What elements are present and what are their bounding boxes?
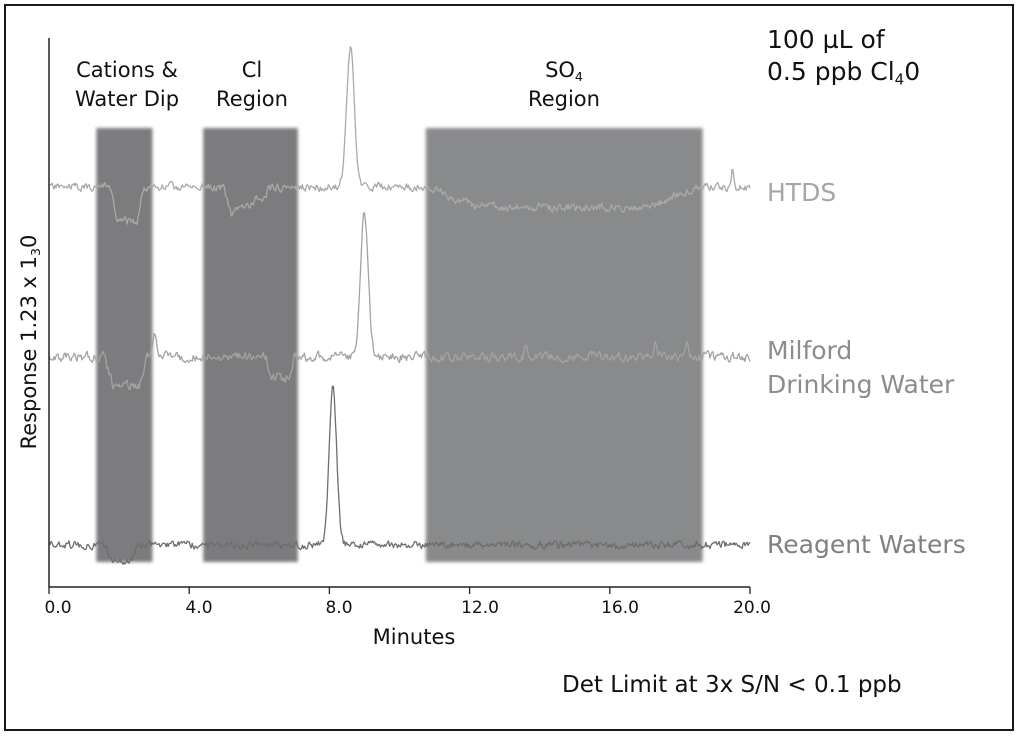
note-text: 0 [904,57,921,86]
shaded-region [203,128,298,562]
trace-label-milford: Milford Drinking Water [767,334,954,402]
region-label-line: Cations & [76,58,178,82]
note-text: 0.5 ppb Cl [767,57,895,86]
region-label-line: Region [216,87,288,111]
shaded-region [96,128,153,562]
trace-label-line: Milford [767,336,853,365]
x-tick-label: 20.0 [733,598,771,618]
shaded-regions [96,128,703,562]
ylabel-text: Response 1.23 x 1 [17,255,41,450]
x-tick-label: 8.0 [325,598,353,618]
so4-subscript: 4 [574,68,583,84]
sample-note: 100 µL of 0.5 ppb Cl40 [767,24,920,88]
sample-note-line1: 100 µL of [767,25,885,54]
trace-htds [48,46,751,226]
x-tick-label: 0.0 [44,598,72,618]
ylabel-text: 0 [17,234,41,248]
trace-label-reagent: Reagent Waters [767,530,966,559]
x-tick-label: 12.0 [461,598,499,618]
region-label-line: Water Dip [74,87,180,111]
region-label-line: SO4 [514,56,614,85]
traces [48,46,751,565]
trace-label-htds: HTDS [767,178,837,207]
trace-label-line: Drinking Water [767,370,955,399]
trace-reagent-waters [48,385,751,565]
ylabel-subscript: 3 [27,247,43,256]
region-label-so4: SO4 Region [514,56,614,114]
region-label-cations: Cations & Water Dip [66,56,188,114]
x-tick-label: 16.0 [601,598,639,618]
so-text: SO [545,58,575,82]
shaded-region [425,128,703,562]
x-tick-label: 4.0 [185,598,213,618]
y-axis-label: Response 1.23 x 130 [17,234,43,450]
figure-frame [4,4,1014,731]
region-label-line: Region [528,87,600,111]
region-label-line: Cl [241,58,263,82]
region-label-cl: Cl Region [206,56,298,114]
sample-note-line2: 0.5 ppb Cl40 [767,56,920,88]
trace-milford-drinking-water [48,211,751,390]
note-subscript: 4 [894,70,905,89]
detection-limit-note: Det Limit at 3x S/N < 0.1 ppb [562,672,902,698]
x-axis-ticks [48,587,751,594]
x-axis-label: Minutes [372,625,456,649]
